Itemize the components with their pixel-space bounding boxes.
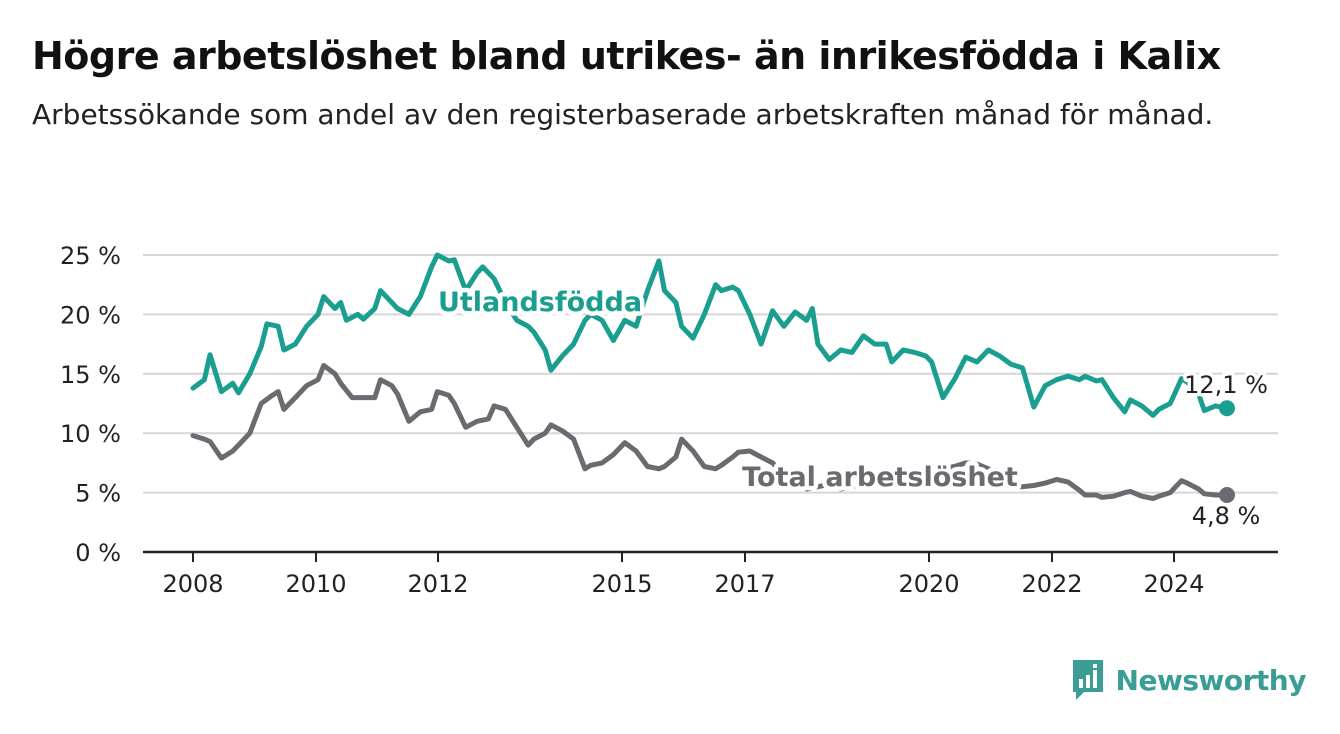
series-line-utlandsfodda	[190, 252, 1230, 418]
series-labels: Utlandsfödda Total arbetslöshet 12,1 % 4,8 …	[433, 283, 1271, 534]
series-name-label: Total arbetslöshet	[742, 462, 1018, 493]
y-tick-label: 20 %	[60, 301, 121, 329]
axes: 0 % 5 % 10 % 15 % 20 % 25 % 2008 2010 2012 2015 20…	[60, 242, 1278, 598]
series-name-label: Utlandsfödda	[438, 287, 642, 318]
series-line-total	[190, 363, 1230, 501]
series-end-dot	[1219, 400, 1235, 417]
x-tick-label: 2024	[1143, 570, 1204, 598]
x-tick-label: 2020	[898, 570, 959, 598]
series-lines	[190, 252, 1235, 503]
gridlines	[143, 254, 1278, 494]
x-tick-label: 2012	[407, 570, 468, 598]
y-tick-label: 10 %	[60, 420, 121, 448]
bar-chart-logo-icon	[1072, 660, 1103, 700]
x-tick-label: 2015	[591, 570, 652, 598]
chart-title: Högre arbetslöshet bland utrikes- än inr…	[32, 34, 1221, 78]
x-tick-label: 2022	[1021, 570, 1082, 598]
series-end-value-label: 12,1 %	[1184, 371, 1268, 399]
x-tick-label: 2010	[285, 570, 346, 598]
series-end-value-label: 4,8 %	[1192, 502, 1261, 530]
y-tick-label: 0 %	[75, 539, 121, 567]
y-tick-label: 5 %	[75, 480, 121, 508]
x-tick-label: 2017	[714, 570, 775, 598]
chart-subtitle: Arbetssökande som andel av den registerb…	[32, 98, 1214, 131]
y-tick-label: 25 %	[60, 242, 121, 270]
x-tick-label: 2008	[162, 570, 223, 598]
brand-name: Newsworthy	[1115, 663, 1307, 697]
series-end-dot	[1219, 486, 1235, 503]
y-tick-label: 15 %	[60, 361, 121, 389]
newsworthy-logo: Newsworthy	[1070, 658, 1307, 702]
